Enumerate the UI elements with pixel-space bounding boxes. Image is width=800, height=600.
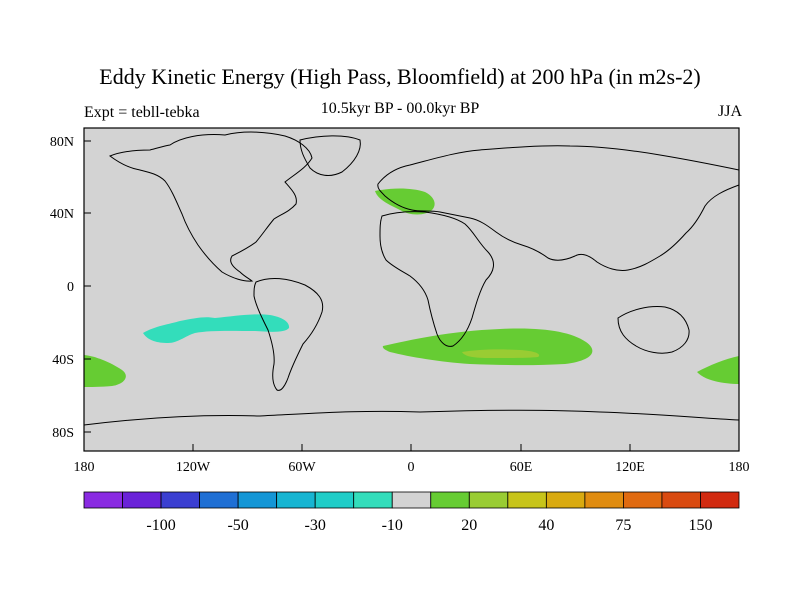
north-america-coastline <box>108 131 313 282</box>
colorbar-swatch <box>430 491 470 509</box>
colorbar-swatch <box>507 491 547 509</box>
lon-tick-label: 180 <box>729 460 750 475</box>
lon-tick-label: 180 <box>74 460 95 475</box>
eurasia-coastline <box>377 145 740 271</box>
lat-tick-label: 40S <box>52 353 74 368</box>
lat-tick-label: 80S <box>52 426 74 441</box>
colorbar-swatch <box>314 491 355 509</box>
colorbar-swatch <box>468 491 509 509</box>
south-indian-positive-region <box>382 328 593 366</box>
lat-tick-label: 80N <box>50 135 74 150</box>
lon-tick-label: 60E <box>510 460 533 475</box>
south-indian-core-region <box>462 349 540 358</box>
colorbar-swatch <box>237 491 278 509</box>
colorbar-label: 20 <box>461 517 477 534</box>
colorbar-swatch <box>545 491 586 509</box>
australia-coastline <box>617 306 690 354</box>
lon-tick-label: 0 <box>408 460 415 475</box>
season-label: JJA <box>717 103 742 120</box>
map-background <box>84 128 739 451</box>
colorbar-label: 40 <box>538 517 554 534</box>
colorbar-label: 75 <box>615 517 631 534</box>
colorbar: -100 -50 -30 -10 20 40 75 150 <box>83 491 740 534</box>
africa-coastline <box>379 211 494 347</box>
time-period-label: 10.5kyr BP - 00.0kyr BP <box>320 100 480 117</box>
south-pacific-negative-region <box>143 314 290 343</box>
south-america-coastline <box>253 277 324 391</box>
colorbar-swatch <box>623 491 663 509</box>
anomaly-layer <box>84 188 739 387</box>
colorbar-label: 150 <box>688 517 712 534</box>
antarctica-coastline <box>83 409 740 426</box>
colorbar-label: -100 <box>146 517 175 534</box>
lat-tick-label: 0 <box>67 280 74 295</box>
coastline-layer <box>83 131 740 426</box>
colorbar-swatch <box>700 491 740 509</box>
colorbar-swatch <box>160 491 200 509</box>
colorbar-label: -10 <box>382 517 403 534</box>
colorbar-label: -30 <box>305 517 326 534</box>
map-title: Eddy Kinetic Energy (High Pass, Bloomfie… <box>99 64 701 89</box>
longitude-axis: 180 120W 60W 0 60E 120E 180 <box>74 444 750 475</box>
colorbar-swatch <box>276 491 316 509</box>
colorbar-swatch <box>661 491 701 509</box>
colorbar-swatch <box>391 491 432 509</box>
colorbar-swatch <box>353 491 393 509</box>
colorbar-label: -50 <box>227 517 248 534</box>
colorbar-swatch <box>122 491 162 509</box>
greenland-coastline <box>299 135 361 176</box>
colorbar-swatch <box>83 491 123 509</box>
lon-tick-label: 120E <box>615 460 645 475</box>
latitude-axis: 80N 40N 0 40S 80S <box>50 135 91 441</box>
lon-tick-label: 60W <box>288 460 316 475</box>
lat-tick-label: 40N <box>50 207 74 222</box>
new-zealand-positive-region <box>697 356 739 384</box>
europe-positive-region <box>375 188 435 215</box>
lon-tick-label: 120W <box>176 460 211 475</box>
colorbar-swatch <box>584 491 624 509</box>
experiment-label: Expt = tebll-tebka <box>84 104 200 121</box>
far-west-pacific-positive-region <box>84 355 126 387</box>
colorbar-swatch <box>199 491 239 509</box>
